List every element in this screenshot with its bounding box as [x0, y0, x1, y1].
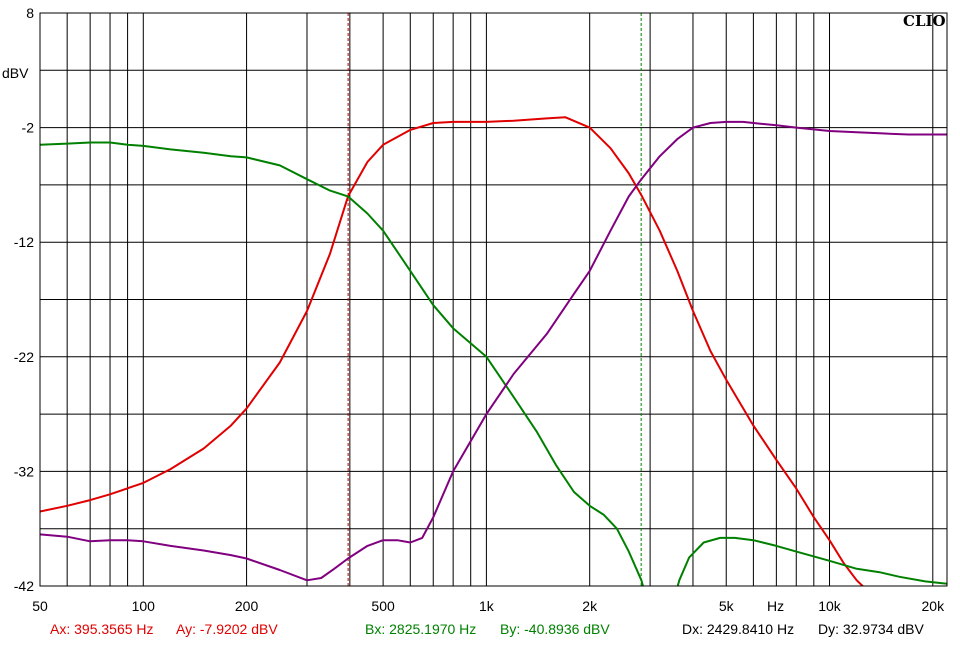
y-tick-label: -22: [14, 349, 34, 365]
grid: [39, 12, 947, 587]
cursor-a-frequency: Ax: 395.3565 Hz: [50, 621, 154, 637]
x-tick-label: 100: [132, 598, 156, 614]
woofer-response-curve-upper: [676, 536, 947, 586]
clio-brand-logo: CLIO: [903, 12, 946, 30]
x-axis-unit-label: Hz: [767, 598, 784, 614]
tweeter-response-curve: [40, 120, 947, 582]
y-tick-label: -42: [14, 578, 34, 594]
y-tick-labels: 8 -2 -12 -22 -32 -42: [14, 5, 34, 594]
x-tick-label: 5k: [719, 598, 735, 614]
y-tick-label: 8: [26, 5, 34, 21]
x-tick-label: 1k: [479, 598, 495, 614]
cursor-b-level: By: -40.8936 dBV: [500, 621, 610, 637]
cursor-a-level: Ay: -7.9202 dBV: [176, 621, 278, 637]
plot-frame: [39, 12, 948, 587]
woofer-response-curve: [40, 141, 644, 586]
delta-frequency: Dx: 2429.8410 Hz: [682, 621, 794, 637]
x-tick-label: 200: [235, 598, 259, 614]
y-tick-label: -12: [14, 234, 34, 250]
x-tick-label: 2k: [582, 598, 598, 614]
x-tick-label: 50: [32, 598, 48, 614]
delta-level: Dy: 32.9734 dBV: [818, 621, 925, 637]
y-tick-label: -32: [14, 463, 34, 479]
x-tick-label: 20k: [922, 598, 946, 614]
x-tick-label: 500: [371, 598, 395, 614]
cursor-b-frequency: Bx: 2825.1970 Hz: [365, 621, 476, 637]
y-tick-label: -2: [22, 120, 35, 136]
x-tick-labels: 50 100 200 500 1k 2k 5k 10k 20k: [32, 598, 945, 614]
cursor-lines[interactable]: [347, 13, 642, 586]
y-axis-unit-label: dBV: [2, 65, 29, 81]
x-tick-label: 10k: [818, 598, 842, 614]
curves: [40, 116, 947, 586]
midrange-response-curve: [40, 116, 865, 586]
